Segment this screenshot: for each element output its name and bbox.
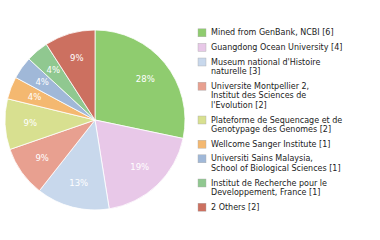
legend-label-line: Universite Montpellier 2, xyxy=(211,82,309,91)
data-label: 28% xyxy=(136,74,155,84)
data-label: 4% xyxy=(35,77,49,87)
legend-swatch xyxy=(198,179,206,187)
legend-label: Mined from GenBank, NCBI [6] xyxy=(211,28,334,37)
legend-item: Guangdong Ocean University [4] xyxy=(198,43,342,52)
legend-label-line: Developpement, France [1] xyxy=(211,188,320,197)
legend-label: Plateforme de Sequencage et deGenotypage… xyxy=(211,116,342,135)
pie-slice xyxy=(46,30,95,120)
data-label: 4% xyxy=(28,92,41,102)
legend-label-line: Universiti Sains Malaysia, xyxy=(211,154,313,163)
legend-item: Mined from GenBank, NCBI [6] xyxy=(198,28,334,37)
legend-label: Wellcome Sanger Institute [1] xyxy=(211,140,330,149)
legend-item: Plateforme de Sequencage et deGenotypage… xyxy=(198,116,342,135)
legend-label-line: 2 Others [2] xyxy=(211,203,259,212)
pie-slice xyxy=(95,30,185,138)
legend-swatch xyxy=(198,203,206,211)
legend-label-line: Plateforme de Sequencage et de xyxy=(211,116,342,125)
data-label: 9% xyxy=(35,153,49,163)
data-label: 9% xyxy=(24,118,38,128)
legend-label-line: Wellcome Sanger Institute [1] xyxy=(211,140,330,149)
pie xyxy=(5,30,185,210)
chart-svg: 28% 19% 13% 9% 9% 4% 4% 4% 9% Mined from GenBank,… xyxy=(0,0,380,240)
legend-label: Institut de Recherche pour leDeveloppeme… xyxy=(211,179,327,198)
data-label: 4% xyxy=(47,65,61,75)
legend-label: Guangdong Ocean University [4] xyxy=(211,43,342,52)
legend-swatch xyxy=(198,43,206,51)
legend-item: 2 Others [2] xyxy=(198,203,259,212)
legend-swatch xyxy=(198,140,206,148)
data-labels: 28% 19% 13% 9% 9% 4% 4% 4% 9% xyxy=(24,53,155,188)
legend-label-line: Genotypage des Genomes [2] xyxy=(211,125,331,134)
legend-swatch xyxy=(198,116,206,124)
legend-item: Wellcome Sanger Institute [1] xyxy=(198,140,330,149)
legend-label-line: Museum national d'Histoire xyxy=(211,58,320,67)
legend-label: Museum national d'Histoirenaturelle [3] xyxy=(211,58,320,77)
legend-item: Museum national d'Histoirenaturelle [3] xyxy=(198,58,320,77)
legend-label: 2 Others [2] xyxy=(211,203,259,212)
legend-label-line: School of Biological Sciences [1] xyxy=(211,164,341,173)
legend-label-line: Guangdong Ocean University [4] xyxy=(211,43,342,52)
legend-label-line: Institut de Recherche pour le xyxy=(211,179,327,188)
data-label: 9% xyxy=(70,53,84,63)
data-label: 13% xyxy=(69,178,88,188)
legend-swatch xyxy=(198,155,206,163)
legend-label-line: naturelle [3] xyxy=(211,67,260,76)
legend-swatch xyxy=(198,82,206,90)
legend-label-line: Mined from GenBank, NCBI [6] xyxy=(211,28,334,37)
legend-label: Universiti Sains Malaysia,School of Biol… xyxy=(211,154,341,173)
legend-swatch xyxy=(198,58,206,66)
chart-container: 28% 19% 13% 9% 9% 4% 4% 4% 9% Mined from GenBank,… xyxy=(0,0,380,240)
legend: Mined from GenBank, NCBI [6] Guangdong Oc… xyxy=(198,28,342,211)
legend-swatch xyxy=(198,29,206,37)
legend-item: Institut de Recherche pour leDeveloppeme… xyxy=(198,179,327,198)
data-label: 19% xyxy=(130,162,149,172)
legend-label: Universite Montpellier 2,Institut des Sc… xyxy=(211,82,309,110)
legend-item: Universite Montpellier 2,Institut des Sc… xyxy=(198,82,309,110)
pie-slice xyxy=(95,120,183,209)
legend-label-line: l'Evolution [2] xyxy=(211,101,267,110)
legend-label-line: Institut des Sciences de xyxy=(211,91,306,100)
legend-item: Universiti Sains Malaysia,School of Biol… xyxy=(198,154,341,173)
